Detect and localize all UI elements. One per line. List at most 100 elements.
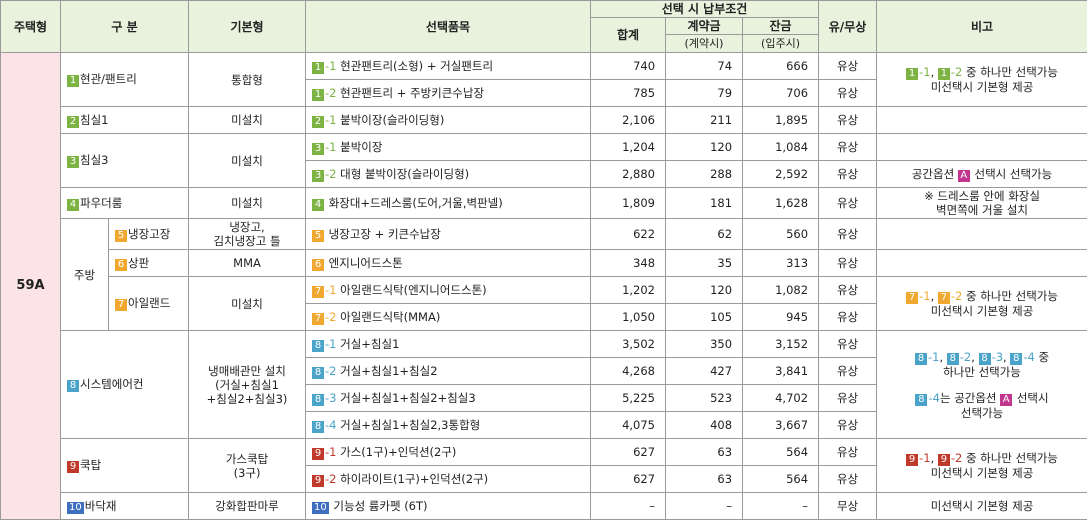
line: 냉장고,	[229, 220, 265, 234]
option-table: 주택형 구 분 기본형 선택품목 선택 시 납부조건 유/무상 비고 합계 계약…	[0, 0, 1087, 520]
table-row: 8 시스템에어컨 냉매배관만 설치 (거실+침실1 +침실2+침실3) 8 -1 거실+침실…	[1, 330, 1087, 439]
line: MMA	[233, 256, 261, 270]
remark-line: ※ 드레스룸 안에 화장실	[880, 189, 1084, 203]
header-cell: (계약시)	[665, 34, 744, 53]
basic: 미설치	[188, 106, 307, 134]
header-cell: 선택품목	[305, 0, 592, 53]
text: 거실+침실1+침실2+침실3	[336, 390, 476, 405]
text: -4	[1023, 349, 1035, 364]
text: 는 공간옵션	[939, 390, 1001, 405]
paid: 유상	[818, 106, 878, 134]
deposit: 74	[665, 52, 744, 80]
line: 미설치	[231, 153, 263, 168]
text: 현관/팬트리	[80, 72, 137, 86]
text: 기능성 륨카펫 (6T)	[329, 498, 428, 513]
header-cell: 잔금	[742, 17, 820, 35]
badge: 9	[312, 474, 325, 487]
text: -1	[919, 65, 931, 79]
total: 5,225	[590, 384, 667, 412]
text: 붙박이장(슬라이딩형)	[336, 112, 445, 127]
balance: 706	[742, 79, 820, 107]
total: 3,502	[590, 330, 667, 358]
category: 1 현관/팬트리	[59, 52, 190, 107]
text: 가스(1구)+인덕션(2구)	[336, 444, 457, 459]
badge: 7	[312, 285, 325, 298]
category: 10 바닥재	[59, 492, 190, 520]
deposit: 288	[665, 160, 744, 188]
paid: 유상	[818, 465, 878, 493]
balance: –	[742, 492, 820, 520]
text: 미선택시 기본형 제공	[930, 304, 1034, 318]
badge: 1	[312, 88, 325, 101]
category: 3 침실3	[59, 133, 190, 188]
remark	[876, 218, 1087, 250]
text: 미선택시 기본형 제공	[930, 80, 1034, 94]
text: ,	[930, 451, 938, 465]
remark-block: ※ 드레스룸 안에 화장실 벽면쪽에 거울 설치	[880, 189, 1084, 217]
header-cell: 기본형	[188, 0, 307, 53]
paid: 유상	[818, 249, 878, 277]
balance: 1,082	[742, 276, 820, 304]
text: 냉장고장	[128, 226, 171, 241]
text: 거실+침실1	[336, 336, 400, 351]
text: -2	[950, 451, 963, 465]
total: 4,075	[590, 411, 667, 439]
badge: 8	[312, 420, 325, 433]
deposit: 105	[665, 303, 744, 331]
total: 1,202	[590, 276, 667, 304]
text: -4	[325, 417, 337, 432]
item: 8 -3 거실+침실1+침실2+침실3	[305, 384, 592, 412]
text: 쿡탑	[80, 458, 102, 472]
paid: 유상	[818, 79, 878, 107]
line: 냉매배관만 설치	[208, 363, 286, 378]
badge: 5	[312, 229, 325, 242]
badge: 3	[67, 156, 79, 168]
badge: 2	[67, 115, 79, 128]
paid: 유상	[818, 160, 878, 188]
text: 냉장고장 + 키큰수납장	[325, 226, 441, 241]
badge: 5	[115, 229, 127, 242]
table-row: 1 -2 현관팬트리 + 주방키큰수납장 785 79 706 유상	[1, 79, 1087, 107]
table-body: 59A 1 현관/팬트리 통합형 1 -1 현관팬트리(소형) + 거실팬트리 740 74 6…	[0, 52, 1087, 520]
text: 침실1	[80, 112, 109, 127]
badge: 8	[915, 393, 928, 406]
header-cell: 계약금	[665, 17, 744, 35]
badge: 9	[67, 461, 79, 473]
item: 8 -1 거실+침실1	[305, 330, 592, 358]
text: ,	[1003, 349, 1011, 364]
text: 공간옵션	[911, 166, 958, 181]
text: 현관팬트리 + 주방키큰수납장	[336, 85, 485, 100]
category: 8 시스템에어컨	[59, 330, 190, 439]
text: 하나만 선택가능	[943, 364, 1021, 379]
text: -2	[325, 166, 337, 181]
text: 침실3	[80, 153, 109, 167]
deposit: –	[665, 492, 744, 520]
badge: 8	[67, 380, 79, 392]
deposit: 63	[665, 465, 744, 493]
total: 1,204	[590, 133, 667, 161]
line: 통합형	[231, 72, 263, 87]
category: 6 상판	[107, 249, 190, 277]
text: 시스템에어컨	[80, 377, 144, 391]
badge: 10	[312, 501, 329, 514]
text: -2	[325, 363, 337, 378]
remark	[876, 249, 1087, 277]
line: +침실2+침실3)	[206, 391, 288, 406]
badge: 9	[906, 454, 919, 466]
badge: 1	[67, 75, 79, 87]
badge: 10	[67, 501, 84, 514]
line: 김치냉장고 틀	[213, 234, 281, 248]
badge: 7	[312, 312, 325, 325]
text: 미선택시 기본형 제공	[930, 499, 1034, 513]
badge: 4	[312, 198, 325, 211]
remark-line: 미선택시 기본형 제공	[880, 304, 1084, 318]
house-type: 59A	[0, 52, 61, 520]
table-row: 59A 1 현관/팬트리 통합형 1 -1 현관팬트리(소형) + 거실팬트리 740 74 6…	[0, 52, 1087, 520]
balance: 945	[742, 303, 820, 331]
text: 엔지니어드스톤	[325, 255, 403, 270]
text: -2	[325, 471, 337, 486]
text: 중	[1034, 349, 1050, 364]
text: ,	[939, 349, 947, 364]
text: 붙박이장	[336, 139, 383, 154]
